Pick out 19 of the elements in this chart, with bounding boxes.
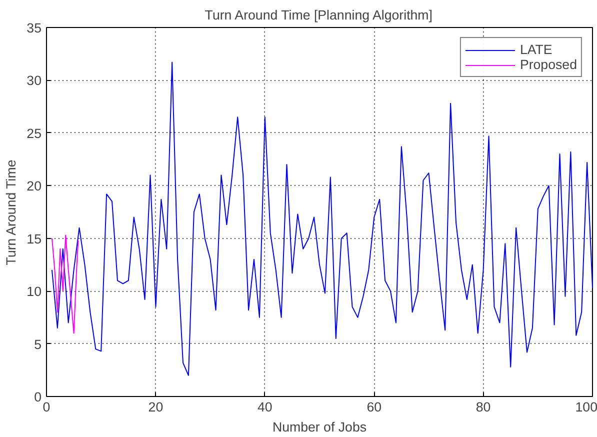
chart-title: Turn Around Time [Planning Algorithm] [204,8,432,22]
y-tick-label: 20 [26,178,42,194]
x-tick-label: 60 [366,400,382,414]
y-axis-title: Turn Around Time [4,160,19,266]
x-tick-label: 40 [257,400,272,414]
y-tick-label: 35 [26,20,42,36]
y-tick-label: 0 [34,390,42,404]
legend-label: LATE [520,42,552,57]
y-tick-label: 30 [26,73,42,88]
line-series [51,234,79,334]
x-tick-label: 20 [148,400,164,414]
y-tick-label: 10 [26,284,42,300]
x-tick-label: 80 [476,400,491,414]
x-tick-label: 100 [575,400,597,414]
legend-label: Proposed [520,57,577,72]
y-tick-label: 5 [34,336,42,352]
x-axis-title: Number of Jobs [272,420,367,434]
y-tick-label: 15 [26,231,42,246]
y-tick-label: 25 [26,126,42,141]
